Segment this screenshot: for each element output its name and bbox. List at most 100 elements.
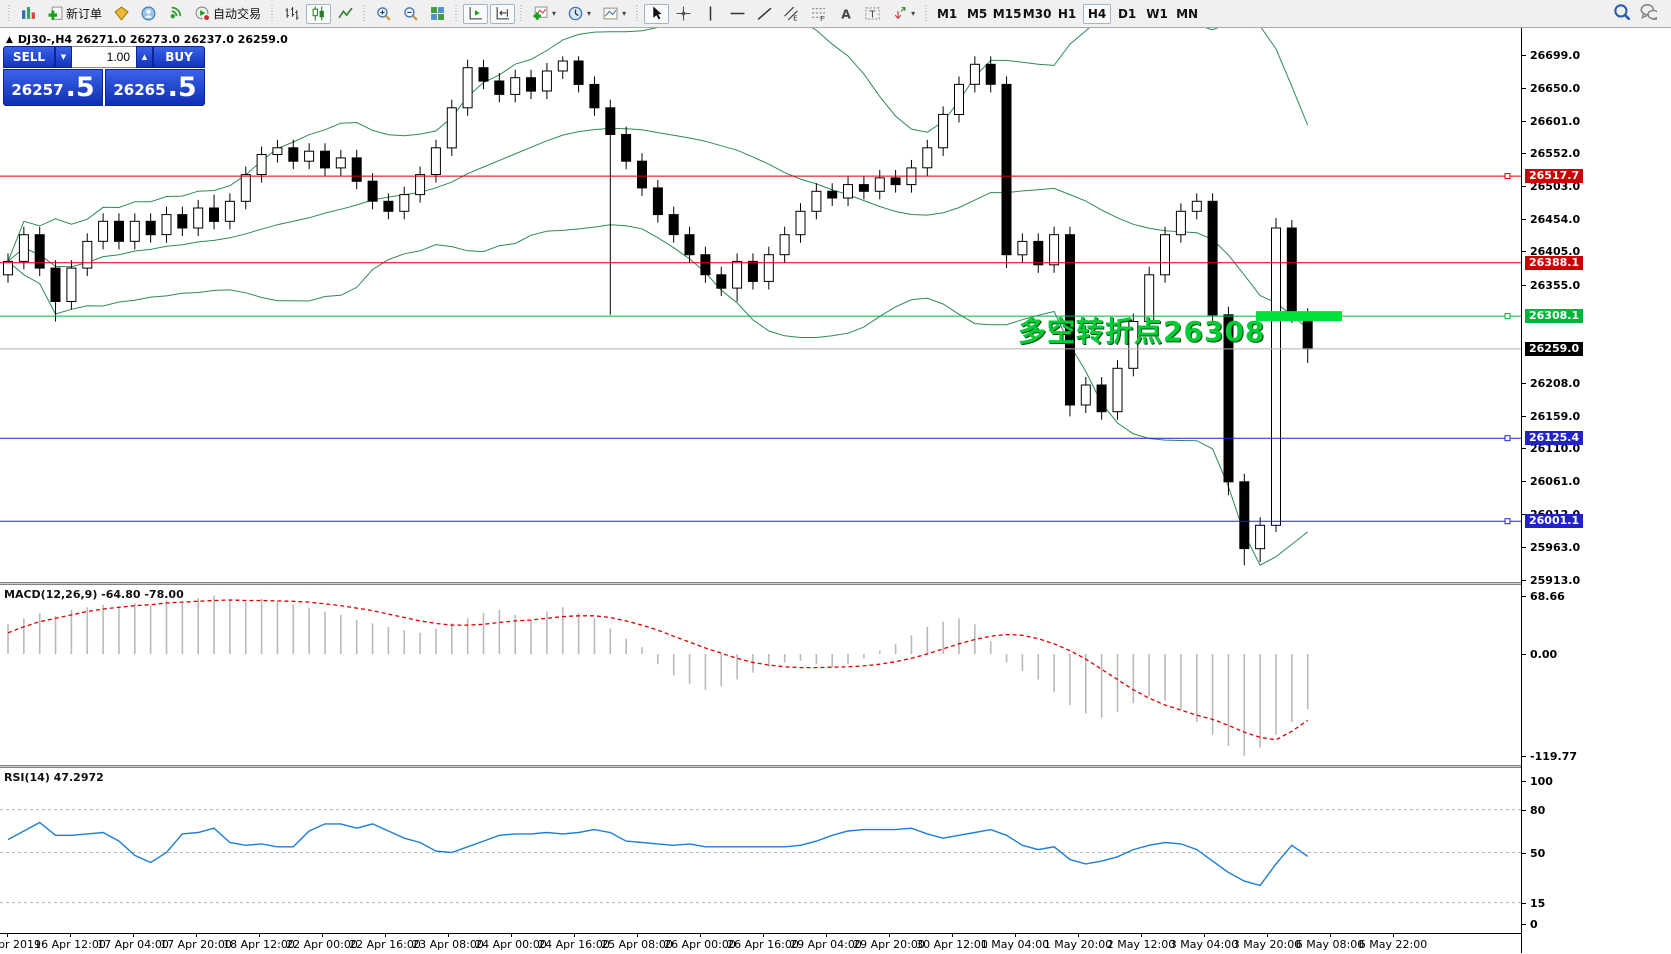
line-handle[interactable] — [1504, 313, 1511, 320]
candle — [494, 73, 505, 103]
axis-label: 25913.0 — [1530, 574, 1581, 587]
macd-indicator-pane[interactable] — [0, 585, 1521, 765]
chevron-down-icon[interactable]: ▾ — [622, 9, 627, 18]
new-order-button[interactable]: 新订单 — [43, 4, 107, 24]
candle — [747, 253, 758, 290]
time-label: 30 Apr 12:00 — [916, 938, 988, 951]
bollinger-bands — [7, 28, 1309, 566]
zoom-out-button[interactable] — [398, 4, 423, 24]
candle — [383, 193, 394, 220]
buy-button[interactable]: BUY — [153, 46, 205, 68]
time-tick — [70, 934, 71, 937]
candle — [858, 176, 869, 200]
tf-m15-button[interactable]: M15 — [993, 4, 1022, 24]
tf-h1-button[interactable]: H1 — [1053, 4, 1081, 24]
toolbar-group-handle[interactable] — [519, 4, 525, 23]
indicators-icon — [533, 6, 548, 21]
horizontal-line-tool-button[interactable] — [725, 4, 750, 24]
pane-separator[interactable] — [0, 582, 1521, 585]
buy-price-main: 26265 — [113, 81, 166, 99]
candle — [256, 146, 267, 183]
time-label: 29 Apr 04:00 — [790, 938, 862, 951]
arrows-tool-button[interactable]: ▾ — [887, 4, 920, 24]
sell-price-display[interactable]: 26257 .5 — [3, 69, 103, 106]
toolbar-group-handle[interactable] — [362, 4, 368, 23]
rsi-indicator-pane[interactable] — [0, 768, 1521, 933]
axis-label: 26061.0 — [1530, 475, 1581, 489]
chevron-down-icon[interactable]: ▾ — [587, 9, 592, 18]
svg-text:A: A — [841, 7, 851, 21]
collapse-arrow-icon[interactable]: ▲ — [6, 34, 13, 45]
search-icon[interactable] — [1613, 3, 1632, 24]
toolbar-group-handle[interactable] — [635, 4, 641, 23]
community-button[interactable] — [136, 4, 161, 24]
templates-button[interactable]: ▾ — [598, 4, 631, 24]
indicators-list-button[interactable]: ▾ — [528, 4, 561, 24]
toolbar-group-handle[interactable] — [454, 4, 460, 23]
axis-label: 80 — [1530, 803, 1546, 817]
toolbar-group-handle[interactable] — [924, 4, 930, 23]
toolbar-group — [462, 1, 516, 27]
cursor-tool-button[interactable] — [644, 3, 670, 24]
main-price-chart[interactable] — [0, 28, 1521, 582]
time-label: 17 Apr 20:00 — [160, 938, 232, 951]
rsi-label: RSI(14) 47.2972 — [4, 771, 104, 784]
annotation-text[interactable]: 多空转折点26308 — [1018, 315, 1266, 348]
bar-chart-mode-button[interactable] — [279, 4, 304, 24]
line-handle[interactable] — [1504, 435, 1511, 442]
vertical-line-tool-button[interactable] — [698, 4, 723, 24]
terminal-button[interactable] — [16, 4, 41, 24]
signals-button[interactable] — [163, 4, 188, 24]
text-tool-button[interactable]: A — [833, 4, 858, 24]
price-axis[interactable]: 26699.0 26650.0 26601.0 26552.0 26503.0 26454… — [1521, 28, 1671, 953]
candle — [1001, 76, 1012, 269]
tf-mn-button[interactable]: MN — [1173, 4, 1201, 24]
tile-windows-button[interactable] — [425, 4, 450, 24]
toolbar-group-handle[interactable] — [7, 4, 12, 23]
tf-m1-button[interactable]: M1 — [933, 4, 961, 24]
toolbar-group-handle[interactable] — [270, 4, 276, 23]
auto-scroll-button[interactable] — [463, 3, 489, 24]
shift-icon — [495, 6, 510, 21]
chart-shift-button[interactable] — [490, 3, 516, 24]
chat-icon[interactable] — [1640, 3, 1660, 24]
highlight-bar[interactable] — [1256, 311, 1342, 322]
line-handle[interactable] — [1504, 173, 1511, 180]
svg-text:T: T — [869, 10, 876, 21]
periods-button[interactable]: ▾ — [563, 4, 596, 24]
text-label-tool-button[interactable]: T — [860, 4, 885, 24]
volume-input[interactable] — [72, 46, 136, 68]
fibonacci-tool-button[interactable]: F — [806, 4, 831, 24]
metaeditor-button[interactable] — [109, 4, 134, 24]
chevron-down-icon[interactable]: ▾ — [552, 9, 557, 18]
trendline-tool-button[interactable] — [752, 4, 777, 24]
cursor-icon — [649, 6, 664, 21]
tf-h4-button[interactable]: H4 — [1083, 3, 1112, 24]
tf-w1-button[interactable]: W1 — [1143, 4, 1171, 24]
chevron-down-icon[interactable]: ▾ — [911, 9, 916, 18]
autotrading-button[interactable]: 自动交易 — [190, 4, 266, 24]
crosshair-tool-button[interactable] — [671, 4, 696, 24]
candle — [272, 139, 283, 163]
pane-separator[interactable] — [0, 765, 1521, 768]
equidistant-channel-tool-button[interactable]: E — [779, 4, 804, 24]
tf-d1-button[interactable]: D1 — [1113, 4, 1141, 24]
line-chart-mode-button[interactable] — [333, 4, 358, 24]
buy-price-display[interactable]: 26265 .5 — [105, 69, 205, 106]
sell-button[interactable]: SELL — [3, 46, 55, 68]
candle — [145, 213, 156, 243]
candlestick-mode-button[interactable] — [306, 3, 332, 24]
candle — [1255, 517, 1266, 562]
line-handle[interactable] — [1504, 518, 1511, 525]
axis-tick — [1522, 120, 1526, 122]
time-tick — [322, 934, 323, 937]
volume-increase-button[interactable]: ▲ — [136, 46, 153, 68]
new-order-label: 新订单 — [66, 7, 103, 21]
tf-m5-button[interactable]: M5 — [963, 4, 991, 24]
zoom-in-button[interactable] — [371, 4, 396, 24]
tf-m30-button[interactable]: M30 — [1023, 4, 1052, 24]
autotrading-label: 自动交易 — [213, 7, 262, 21]
volume-decrease-button[interactable]: ▼ — [55, 46, 72, 68]
